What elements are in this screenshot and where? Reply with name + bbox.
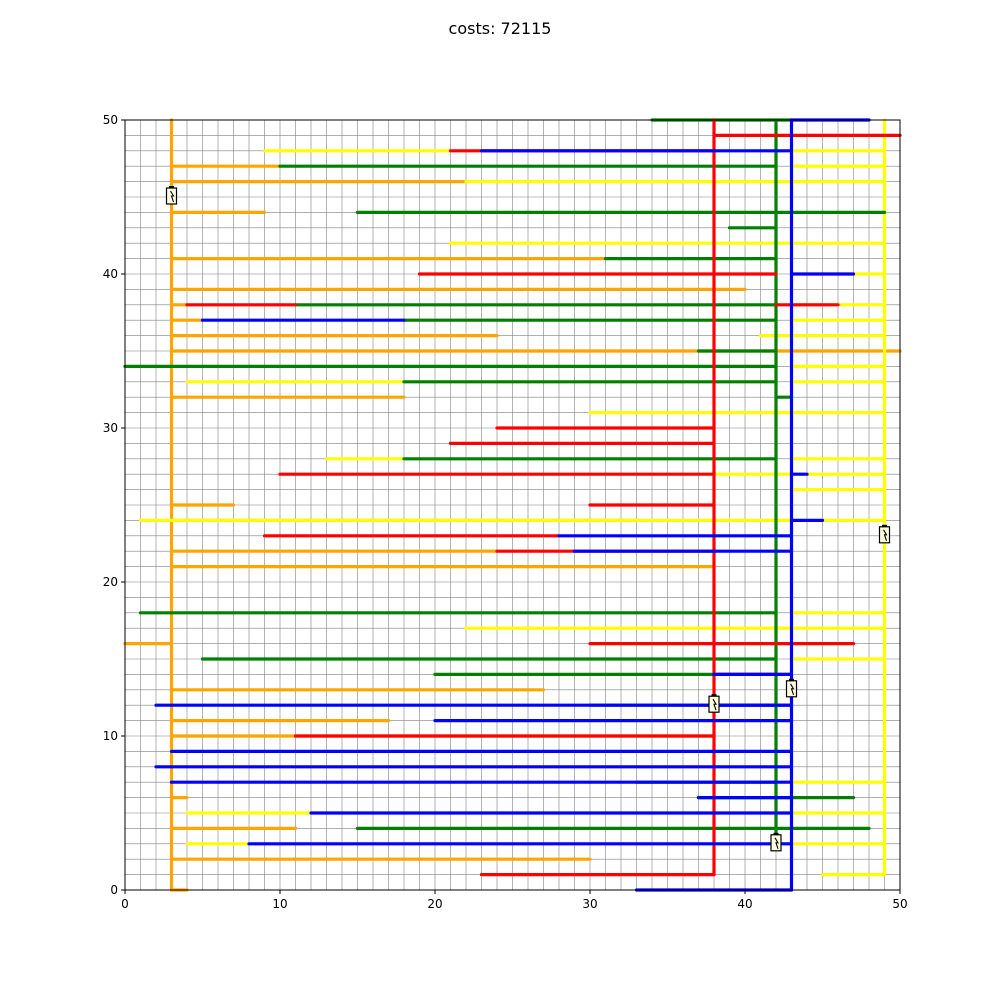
plot-area xyxy=(123,118,902,892)
battery-icon xyxy=(878,524,891,544)
y-tick-label: 20 xyxy=(103,575,118,589)
battery-icon xyxy=(165,186,178,205)
battery-bolt xyxy=(712,698,717,711)
chart-title: costs: 72115 xyxy=(449,19,552,38)
x-tick-label: 50 xyxy=(892,897,907,911)
battery-cap xyxy=(789,678,794,681)
x-tick-label: 10 xyxy=(272,897,287,911)
battery-icon xyxy=(770,832,782,852)
x-tick-label: 20 xyxy=(427,897,442,911)
battery-bolt xyxy=(790,683,795,695)
battery-cap xyxy=(169,186,174,188)
y-tick-label: 40 xyxy=(103,267,118,281)
battery-cap xyxy=(882,524,887,527)
x-tick-label: 0 xyxy=(121,897,129,911)
y-tick-label: 10 xyxy=(103,729,118,743)
battery-icon xyxy=(708,694,720,713)
battery-cap xyxy=(711,694,717,697)
x-tick-label: 40 xyxy=(737,897,752,911)
battery-icon xyxy=(785,678,798,698)
x-axis: 0 10 20 30 40 50 xyxy=(121,890,908,911)
marker-layer xyxy=(165,186,891,852)
y-axis: 0 10 20 30 40 50 xyxy=(103,113,125,897)
battery-bolt xyxy=(774,837,779,849)
series-layer xyxy=(123,118,902,892)
battery-bolt xyxy=(883,529,888,541)
battery-cap xyxy=(773,832,779,835)
x-tick-label: 30 xyxy=(582,897,597,911)
y-tick-label: 0 xyxy=(110,883,118,897)
y-tick-label: 50 xyxy=(103,113,118,127)
blue-series xyxy=(154,118,871,892)
y-tick-label: 30 xyxy=(103,421,118,435)
plot-frame xyxy=(124,119,901,891)
battery-bolt xyxy=(170,190,175,203)
